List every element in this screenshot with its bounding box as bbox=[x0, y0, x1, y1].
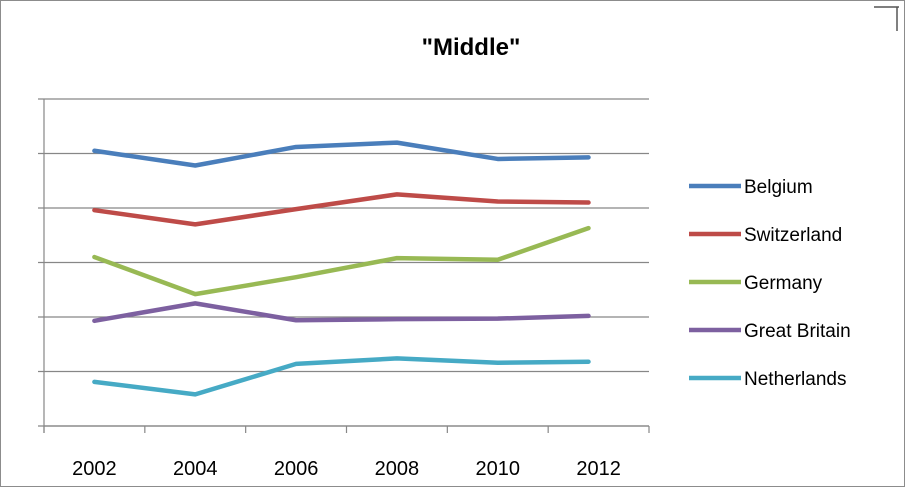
chart-decoration bbox=[874, 6, 899, 31]
x-tick-label: 2008 bbox=[375, 458, 420, 480]
series-line-belgium bbox=[92, 140, 591, 168]
legend-label: Germany bbox=[744, 273, 823, 294]
x-axis-tick-labels: 2002 2004 2006 2008 2010 2012 bbox=[72, 458, 621, 480]
legend-label: Netherlands bbox=[744, 369, 846, 390]
legend-label: Belgium bbox=[744, 177, 813, 198]
chart-title: "Middle" bbox=[422, 34, 521, 61]
series-line-germany bbox=[92, 225, 591, 297]
x-tick-label: 2006 bbox=[274, 458, 319, 480]
axes bbox=[43, 99, 650, 433]
x-tick-label: 2002 bbox=[72, 458, 117, 480]
gridlines bbox=[38, 98, 649, 427]
x-tick-label: 2012 bbox=[576, 458, 621, 480]
x-tick-label: 2004 bbox=[173, 458, 218, 480]
series-lines bbox=[92, 140, 591, 397]
series-line-great-britain bbox=[92, 301, 591, 324]
x-tick-label: 2010 bbox=[476, 458, 521, 480]
legend-label: Switzerland bbox=[744, 225, 842, 246]
legend-label: Great Britain bbox=[744, 321, 851, 342]
legend: Belgium Switzerland Germany Great Britain Ne… bbox=[689, 177, 851, 390]
series-line-switzerland bbox=[92, 192, 591, 227]
series-line-netherlands bbox=[92, 356, 591, 397]
